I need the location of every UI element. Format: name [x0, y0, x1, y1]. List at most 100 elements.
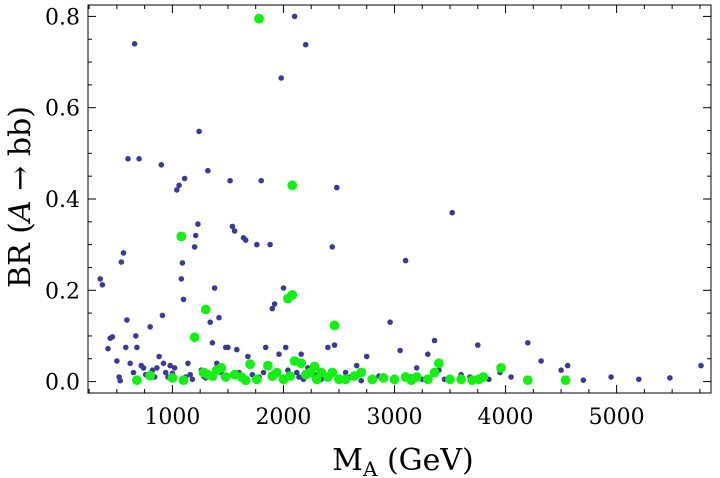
data-point [171, 365, 178, 371]
data-point [449, 209, 456, 216]
data-point [358, 377, 365, 384]
data-point [234, 346, 240, 353]
data-point [397, 347, 403, 354]
y-tick-label: 0.8 [45, 5, 80, 30]
data-point [260, 369, 267, 376]
data-point [262, 344, 269, 351]
x-axis-title-rest: (GeV) [377, 443, 473, 478]
data-point [334, 184, 340, 191]
data-point [127, 360, 133, 367]
data-point [130, 369, 137, 376]
data-point [180, 296, 187, 303]
data-point [231, 228, 238, 234]
data-point [207, 319, 213, 326]
data-point [276, 351, 282, 358]
highlighted-data-point [216, 363, 227, 373]
data-point [134, 344, 140, 351]
highlighted-data-point [367, 374, 378, 385]
data-point [558, 367, 564, 374]
highlighted-data-point [478, 372, 489, 382]
data-point [278, 75, 285, 81]
highlighted-data-point [356, 367, 367, 378]
highlighted-data-point [296, 358, 307, 369]
data-point [608, 374, 614, 380]
highlighted-data-point [340, 374, 351, 385]
data-point [298, 351, 305, 358]
data-point [156, 353, 162, 360]
data-point [294, 369, 300, 376]
data-point [508, 374, 514, 380]
highlighted-data-point [167, 373, 178, 383]
data-point [125, 156, 131, 162]
data-point [176, 182, 182, 189]
data-point [195, 221, 201, 227]
ticks-layer [88, 5, 711, 393]
data-point [667, 375, 673, 381]
data-point [178, 276, 185, 282]
y-tick-label: 0.6 [45, 97, 80, 122]
data-point [291, 13, 298, 20]
data-point [302, 41, 309, 48]
data-point [296, 374, 302, 380]
data-point [267, 241, 273, 248]
data-point [179, 260, 186, 266]
series-highlighted-points [132, 13, 571, 386]
data-point [205, 167, 211, 174]
data-point [154, 365, 160, 371]
data-point [402, 257, 409, 264]
data-point [159, 312, 166, 319]
data-point [211, 285, 218, 291]
highlighted-data-point [254, 13, 264, 24]
data-point [158, 162, 165, 168]
y-tick-label: 0.2 [45, 279, 80, 304]
data-point [280, 285, 287, 291]
highlighted-data-point [251, 374, 262, 385]
data-point [189, 376, 196, 383]
data-point [525, 340, 531, 346]
x-axis-title-sub: A [362, 457, 378, 478]
highlighted-data-point [560, 375, 571, 386]
data-point [147, 324, 153, 330]
data-point [118, 259, 125, 265]
data-point [167, 362, 173, 369]
data-point [174, 187, 180, 193]
data-point [109, 334, 116, 340]
data-point [271, 301, 278, 307]
data-point [227, 177, 233, 184]
data-point [242, 237, 249, 243]
data-point [99, 282, 106, 288]
data-point [258, 177, 265, 184]
highlighted-data-point [263, 360, 273, 371]
highlighted-data-point [285, 371, 295, 381]
highlighted-data-point [176, 231, 187, 242]
data-point [196, 128, 202, 135]
data-point [209, 340, 216, 346]
data-point [253, 241, 260, 248]
highlighted-data-point [287, 180, 298, 191]
data-point [636, 376, 642, 383]
y-tick-label: 0.0 [45, 371, 80, 396]
highlighted-data-point [287, 290, 298, 300]
x-tick-label: 2000 [255, 405, 311, 430]
data-point [225, 344, 231, 351]
data-point [269, 305, 276, 312]
data-point [97, 276, 103, 282]
data-point [117, 377, 123, 384]
data-point [698, 362, 704, 369]
data-point [191, 244, 198, 250]
x-tick-label: 1000 [144, 405, 200, 430]
points-layer [97, 13, 704, 386]
x-axis-title-main: M [332, 443, 363, 478]
y-axis-title: BR (A → bb) [3, 106, 38, 288]
data-point [363, 353, 370, 360]
y-tick-label: 0.4 [45, 188, 80, 213]
data-point [475, 342, 481, 348]
data-point [123, 344, 129, 351]
data-point [538, 358, 544, 364]
data-point [342, 369, 349, 376]
data-point [124, 317, 130, 323]
x-tick-label: 5000 [589, 405, 645, 430]
data-point [387, 319, 393, 326]
